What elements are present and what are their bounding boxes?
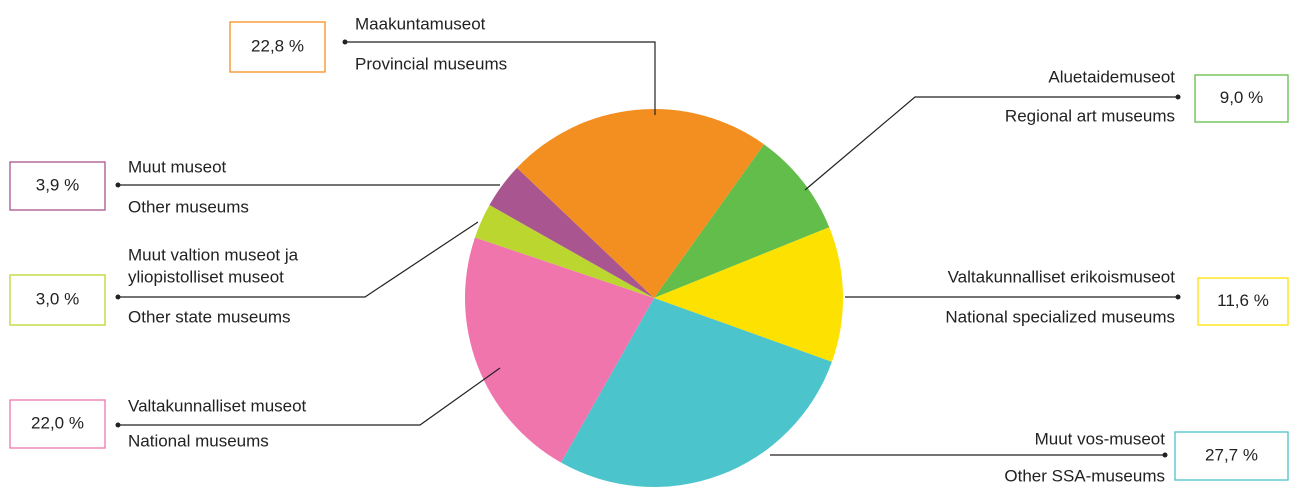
label-en: National specialized museums <box>945 307 1175 326</box>
leader-dot <box>342 39 348 45</box>
value-label: 22,8 % <box>251 36 304 55</box>
value-label: 11,6 % <box>1217 291 1269 310</box>
value-box <box>229 21 326 73</box>
pie-slice <box>516 109 765 298</box>
label-fi: Maakuntamuseot <box>355 14 486 33</box>
leader-dot <box>115 422 121 428</box>
leader-dot <box>115 294 121 300</box>
pie-slice <box>560 298 832 487</box>
value-box <box>1174 431 1289 481</box>
leader-line <box>118 221 479 298</box>
leader-dot <box>1162 452 1168 458</box>
label-fi: Valtakunnalliset museot <box>128 396 307 415</box>
leader-dot <box>115 182 121 188</box>
label-en: National museums <box>128 431 269 450</box>
label-fi: Valtakunnalliset erikoismuseot <box>948 267 1176 286</box>
label-en: Provincial museums <box>355 54 507 73</box>
label-fi: Muut valtion museot ja <box>128 245 299 264</box>
value-box <box>9 161 106 211</box>
value-box <box>9 399 106 449</box>
value-box <box>1197 277 1289 326</box>
pie-slice <box>654 144 830 298</box>
pie-slice <box>489 167 654 298</box>
label-fi: Muut vos-museot <box>1035 429 1166 448</box>
label-fi: Aluetaidemuseot <box>1048 67 1175 86</box>
value-box <box>1194 74 1289 123</box>
pie-slice <box>465 237 654 463</box>
pie-slice <box>654 227 843 362</box>
label-fi: Muut museot <box>128 157 227 176</box>
value-label: 3,0 % <box>36 289 79 308</box>
leader-line <box>118 367 501 426</box>
leader-dot <box>1175 294 1181 300</box>
pie-slice <box>474 204 654 298</box>
value-box <box>9 274 106 326</box>
label-en: Regional art museums <box>1005 106 1175 125</box>
label-en: Other museums <box>128 197 249 216</box>
label-fi: yliopistolliset museot <box>128 267 284 286</box>
leader-line <box>345 41 656 115</box>
value-label: 9,0 % <box>1220 88 1263 107</box>
label-en: Other state museums <box>128 307 291 326</box>
leader-line <box>804 96 1178 191</box>
leader-dot <box>1175 94 1181 100</box>
label-en: Other SSA-museums <box>1004 466 1165 485</box>
value-label: 27,7 % <box>1205 445 1258 464</box>
value-label: 3,9 % <box>36 175 79 194</box>
value-label: 22,0 % <box>31 413 84 432</box>
